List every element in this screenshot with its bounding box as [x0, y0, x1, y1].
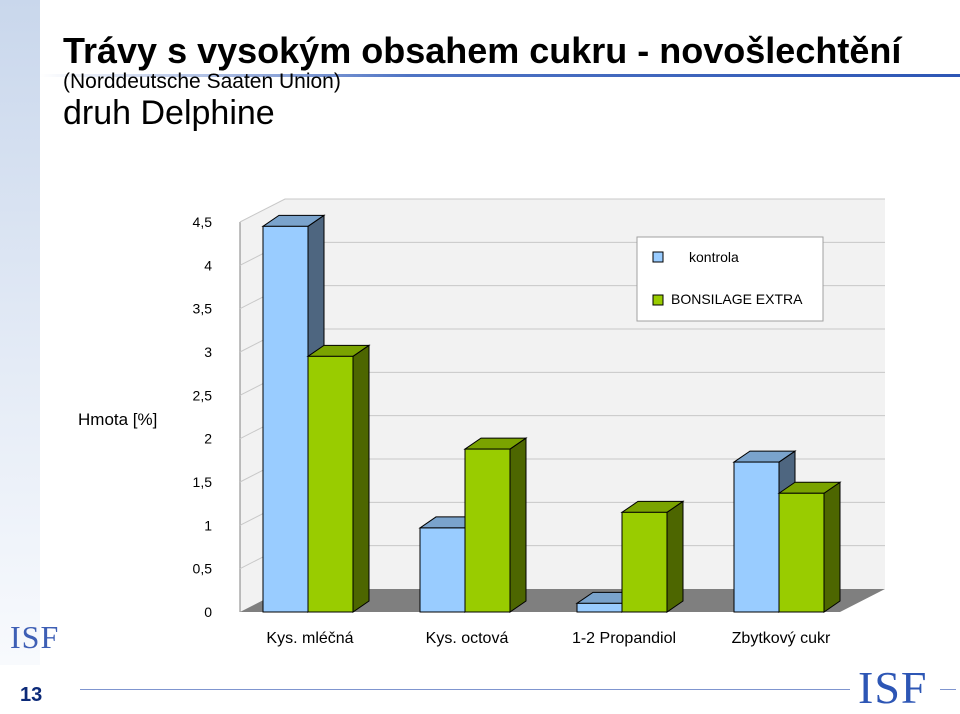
legend-label-bonsilage: BONSILAGE EXTRA — [671, 291, 803, 307]
x-category-label: Kys. octová — [426, 630, 509, 647]
side-gradient-band — [0, 0, 40, 665]
bar-front — [576, 602, 623, 613]
bar — [463, 437, 528, 613]
footer-rule — [80, 689, 850, 690]
bar-side — [666, 500, 684, 613]
bar-side — [509, 437, 527, 613]
bar — [620, 500, 685, 613]
legend-swatch-bonsilage — [652, 294, 664, 306]
bar-front — [621, 511, 668, 613]
x-category-labels: Kys. mléčná Kys. octová 1-2 Propandiol Zbyt… — [266, 630, 831, 647]
slide-subtitle: (Norddeutsche Saaten Union) — [63, 70, 341, 93]
bar-front — [733, 461, 780, 613]
bar-front — [419, 527, 466, 613]
bar-front — [464, 448, 511, 613]
legend-box — [636, 236, 824, 322]
x-category-label: Kys. mléčná — [266, 630, 353, 647]
y-tick-label: 4,5 — [193, 214, 213, 230]
grid-line — [239, 198, 885, 223]
bar-front — [778, 492, 825, 613]
y-tick-label: 2 — [204, 431, 212, 447]
footer-rule-end — [940, 689, 956, 690]
y-tick-label: 1,5 — [193, 474, 213, 490]
page-number: 13 — [20, 684, 43, 706]
variety-heading: druh Delphine — [63, 94, 275, 132]
floor — [240, 589, 885, 612]
legend-label-kontrola: kontrola — [689, 249, 739, 265]
isf-logo-left: ISF — [10, 619, 60, 655]
y-tick-label: 4 — [204, 257, 212, 273]
bars — [261, 214, 842, 613]
y-tick-label: 2,5 — [193, 387, 213, 403]
y-tick-labels: 0 0,5 1 1,5 2 2,5 3 3,5 4 4,5 — [193, 214, 213, 620]
legend-swatch-kontrola — [652, 251, 664, 263]
y-tick-label: 3 — [204, 344, 212, 360]
bar-front — [262, 225, 309, 613]
y-tick-label: 1 — [204, 517, 212, 533]
bar-front — [307, 355, 354, 613]
isf-logo-right: ISF — [858, 662, 928, 713]
x-category-label: Zbytkový cukr — [732, 630, 831, 647]
bar-side — [823, 481, 841, 613]
slide-title: Trávy s vysokým obsahem cukru - novošlec… — [63, 30, 902, 71]
x-category-label: 1-2 Propandiol — [572, 630, 676, 647]
bar — [777, 481, 842, 613]
title-underline — [40, 74, 960, 77]
y-tick-label: 0 — [204, 604, 212, 620]
y-tick-label: 0,5 — [193, 561, 213, 577]
y-axis-label: Hmota [%] — [78, 410, 158, 429]
legend: kontrola BONSILAGE EXTRA — [636, 236, 824, 322]
bar-side — [352, 344, 370, 613]
y-tick-label: 3,5 — [193, 301, 213, 317]
bar — [306, 344, 371, 613]
